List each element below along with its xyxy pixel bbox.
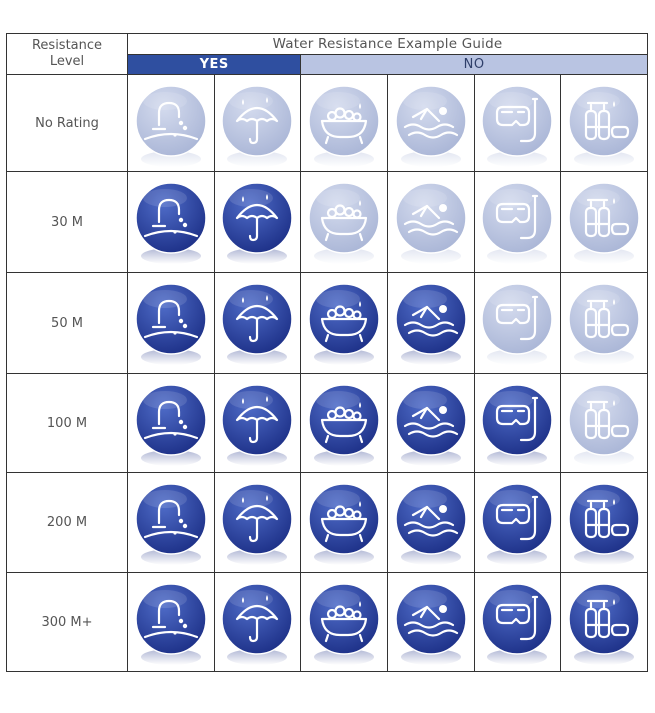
activity-cell-faucet bbox=[127, 572, 215, 672]
resistance-level-label: 30 M bbox=[6, 171, 128, 273]
activity-cell-faucet bbox=[127, 373, 215, 473]
scuba-tanks-icon bbox=[561, 374, 647, 472]
activity-cell-snorkel bbox=[473, 572, 562, 672]
resistance-level-label: 100 M bbox=[6, 373, 128, 473]
activity-cell-snorkel bbox=[473, 472, 562, 573]
faucet-icon bbox=[128, 473, 214, 572]
activity-cell-swim bbox=[386, 472, 475, 573]
umbrella-icon bbox=[215, 172, 301, 272]
table-row: 200 M bbox=[6, 472, 648, 573]
scuba-tanks-icon bbox=[561, 573, 647, 671]
snorkel-mask-icon bbox=[475, 75, 561, 171]
snorkel-mask-icon bbox=[475, 473, 561, 572]
activity-cell-rain bbox=[213, 373, 302, 473]
snorkel-mask-icon bbox=[475, 172, 561, 272]
faucet-icon bbox=[128, 172, 214, 272]
guide-title: Water Resistance Example Guide bbox=[127, 33, 648, 55]
activity-cell-dive bbox=[560, 74, 648, 172]
water-resistance-table: Resistance Level Water Resistance Exampl… bbox=[6, 33, 648, 672]
activity-cell-swim bbox=[386, 272, 475, 374]
activity-cell-dive bbox=[560, 171, 648, 273]
bathtub-icon bbox=[301, 573, 387, 671]
swimmer-icon bbox=[388, 75, 474, 171]
scuba-tanks-icon bbox=[561, 473, 647, 572]
snorkel-mask-icon bbox=[475, 374, 561, 472]
faucet-icon bbox=[128, 75, 214, 171]
resistance-level-header-line2: Level bbox=[49, 54, 85, 69]
activity-cell-rain bbox=[213, 472, 302, 573]
activity-cell-dive bbox=[560, 572, 648, 672]
activity-cell-bath bbox=[300, 74, 388, 172]
umbrella-icon bbox=[215, 374, 301, 472]
activity-cell-bath bbox=[300, 472, 388, 573]
yes-header: YES bbox=[126, 54, 302, 75]
activity-cell-bath bbox=[300, 272, 388, 374]
activity-cell-snorkel bbox=[473, 272, 562, 374]
table-row: 100 M bbox=[6, 373, 648, 473]
faucet-icon bbox=[128, 573, 214, 671]
activity-cell-rain bbox=[213, 272, 302, 374]
table-row: 30 M bbox=[6, 171, 648, 273]
activity-cell-rain bbox=[213, 572, 302, 672]
activity-cell-snorkel bbox=[473, 171, 562, 273]
activity-cell-swim bbox=[386, 171, 475, 273]
swimmer-icon bbox=[388, 374, 474, 472]
scuba-tanks-icon bbox=[561, 75, 647, 171]
snorkel-mask-icon bbox=[475, 573, 561, 671]
scuba-tanks-icon bbox=[561, 172, 647, 272]
activity-cell-bath bbox=[300, 373, 388, 473]
bathtub-icon bbox=[301, 172, 387, 272]
resistance-level-label: No Rating bbox=[6, 74, 128, 172]
activity-cell-dive bbox=[560, 373, 648, 473]
umbrella-icon bbox=[215, 473, 301, 572]
activity-cell-faucet bbox=[127, 472, 215, 573]
activity-cell-snorkel bbox=[473, 373, 562, 473]
umbrella-icon bbox=[215, 573, 301, 671]
activity-cell-bath bbox=[300, 572, 388, 672]
resistance-level-label: 200 M bbox=[6, 472, 128, 573]
activity-cell-swim bbox=[386, 74, 475, 172]
resistance-level-header-line1: Resistance bbox=[31, 38, 103, 53]
activity-cell-rain bbox=[213, 74, 302, 172]
swimmer-icon bbox=[388, 573, 474, 671]
bathtub-icon bbox=[301, 473, 387, 572]
table-row: 50 M bbox=[6, 272, 648, 374]
resistance-level-label: 300 M+ bbox=[6, 572, 128, 672]
activity-cell-swim bbox=[386, 373, 475, 473]
bathtub-icon bbox=[301, 273, 387, 373]
bathtub-icon bbox=[301, 75, 387, 171]
table-body: No Rating bbox=[6, 74, 648, 672]
table-row: No Rating bbox=[6, 74, 648, 172]
activity-cell-swim bbox=[386, 572, 475, 672]
snorkel-mask-icon bbox=[475, 273, 561, 373]
swimmer-icon bbox=[388, 473, 474, 572]
swimmer-icon bbox=[388, 273, 474, 373]
activity-cell-bath bbox=[300, 171, 388, 273]
activity-cell-dive bbox=[560, 472, 648, 573]
umbrella-icon bbox=[215, 273, 301, 373]
table-row: 300 M+ bbox=[6, 572, 648, 672]
activity-cell-rain bbox=[213, 171, 302, 273]
activity-cell-snorkel bbox=[473, 74, 562, 172]
umbrella-icon bbox=[215, 75, 301, 171]
faucet-icon bbox=[128, 374, 214, 472]
resistance-level-header: Resistance Level bbox=[6, 33, 128, 75]
swimmer-icon bbox=[388, 172, 474, 272]
bathtub-icon bbox=[301, 374, 387, 472]
resistance-level-label: 50 M bbox=[6, 272, 128, 374]
activity-cell-faucet bbox=[127, 74, 215, 172]
activity-cell-faucet bbox=[127, 171, 215, 273]
faucet-icon bbox=[128, 273, 214, 373]
scuba-tanks-icon bbox=[561, 273, 647, 373]
activity-cell-faucet bbox=[127, 272, 215, 374]
activity-cell-dive bbox=[560, 272, 648, 374]
no-header: NO bbox=[300, 54, 648, 75]
